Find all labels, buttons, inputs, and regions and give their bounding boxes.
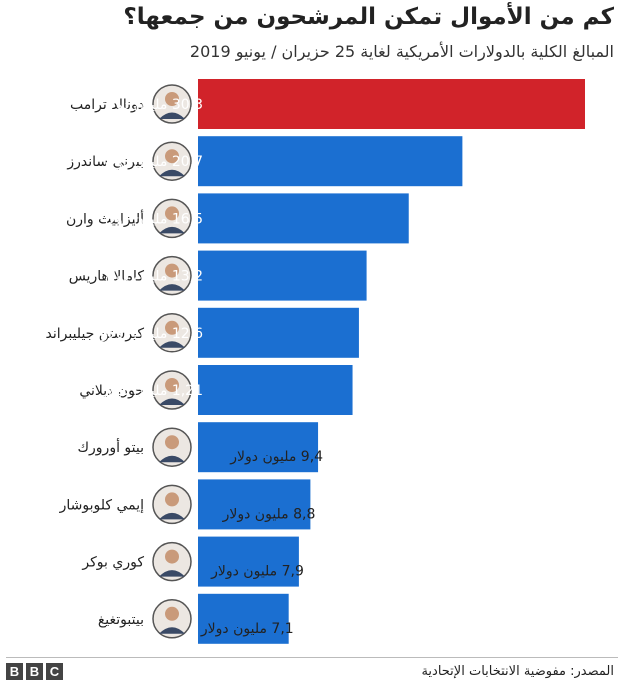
portrait-icon [152,541,192,582]
bbc-logo: B B C [6,663,63,680]
portrait-icon-shoulders [159,341,185,348]
source-note: المصدر: مفوضية الانتخابات الإتحادية [421,664,614,679]
portrait-icon [152,313,192,353]
portrait-icon-shoulders [159,169,185,177]
portrait-icon [152,84,192,124]
category-label: كيرستن جيليبراند [46,326,145,342]
portrait-icon [152,141,192,181]
category-label: كوري بوكر [81,555,144,571]
portrait-icon-shoulders [159,398,185,405]
bar [198,250,367,301]
bar [198,307,359,358]
portrait-icon-shoulders [159,627,185,634]
portrait-icon [152,484,192,525]
value-label: 7,9 مليون دولار [210,564,304,580]
portrait-icon [152,255,192,296]
category-label: بيرني ساندرز [66,154,144,170]
portrait-icon-shoulders [159,284,185,291]
portrait-icon-shoulders [159,226,185,234]
value-label: 13,2 مليون دولار [100,269,203,285]
value-label: 1,21 مليون دولار [100,383,203,399]
portrait-icon-head [165,378,179,392]
bar [198,136,463,187]
portrait-icon-shoulders [159,112,185,119]
portrait-icon-head [165,149,179,164]
portrait-icon-head [165,92,179,106]
value-label: 8,8 مليون دولار [222,506,316,522]
value-label: 30,3 مليون دولار [100,97,203,113]
category-label: بيتو أورورك [78,438,145,456]
bar [198,422,319,473]
footer-divider [6,657,618,658]
portrait-icon [152,198,192,239]
portrait-icon-head [165,549,179,564]
portrait-icon-head [165,320,179,335]
portrait-icon [152,599,192,639]
portrait-icon [152,370,192,410]
category-label: جون ديلاني [79,383,144,399]
value-label: 7,1 مليون دولار [200,621,294,637]
category-label: كامالا هاريس [69,269,145,285]
value-label: 12,6 مليون دولار [100,326,203,342]
category-label: إيمي كلوبوشار [59,497,145,513]
value-label: 16,5 مليون دولار [100,211,203,227]
chart-subtitle: المبالغ الكلية بالدولارات الأمريكية لغاي… [189,42,614,61]
category-label: أليزابيث وارن [66,209,144,227]
portrait-icon-shoulders [159,512,185,520]
bar [198,365,353,415]
portrait-icon-head [165,206,179,221]
portrait-icon-head [165,606,179,621]
portrait-icon-head [165,492,179,507]
chart-title: كم من الأموال تمكن المرشحون من جمعها؟ [123,4,614,30]
portrait-icon-shoulders [159,455,185,463]
bar [198,479,311,530]
category-label: دونالد ترامب [70,97,144,113]
bbc-logo-letter-b1: B [6,663,23,680]
portrait-icon [152,427,192,467]
bar [198,536,299,587]
value-label: 20,7 مليون دولار [100,154,203,170]
bar [198,593,289,644]
portrait-icon-head [165,435,179,450]
bbc-logo-letter-c: C [46,663,63,680]
value-label: 9,4 مليون دولار [229,449,323,465]
portrait-icon-head [165,263,179,278]
category-label: بيتبوتغيغ [98,612,144,628]
portrait-icon-shoulders [159,570,185,577]
bar [198,193,409,244]
bar [198,79,585,129]
bbc-logo-letter-b2: B [26,663,43,680]
